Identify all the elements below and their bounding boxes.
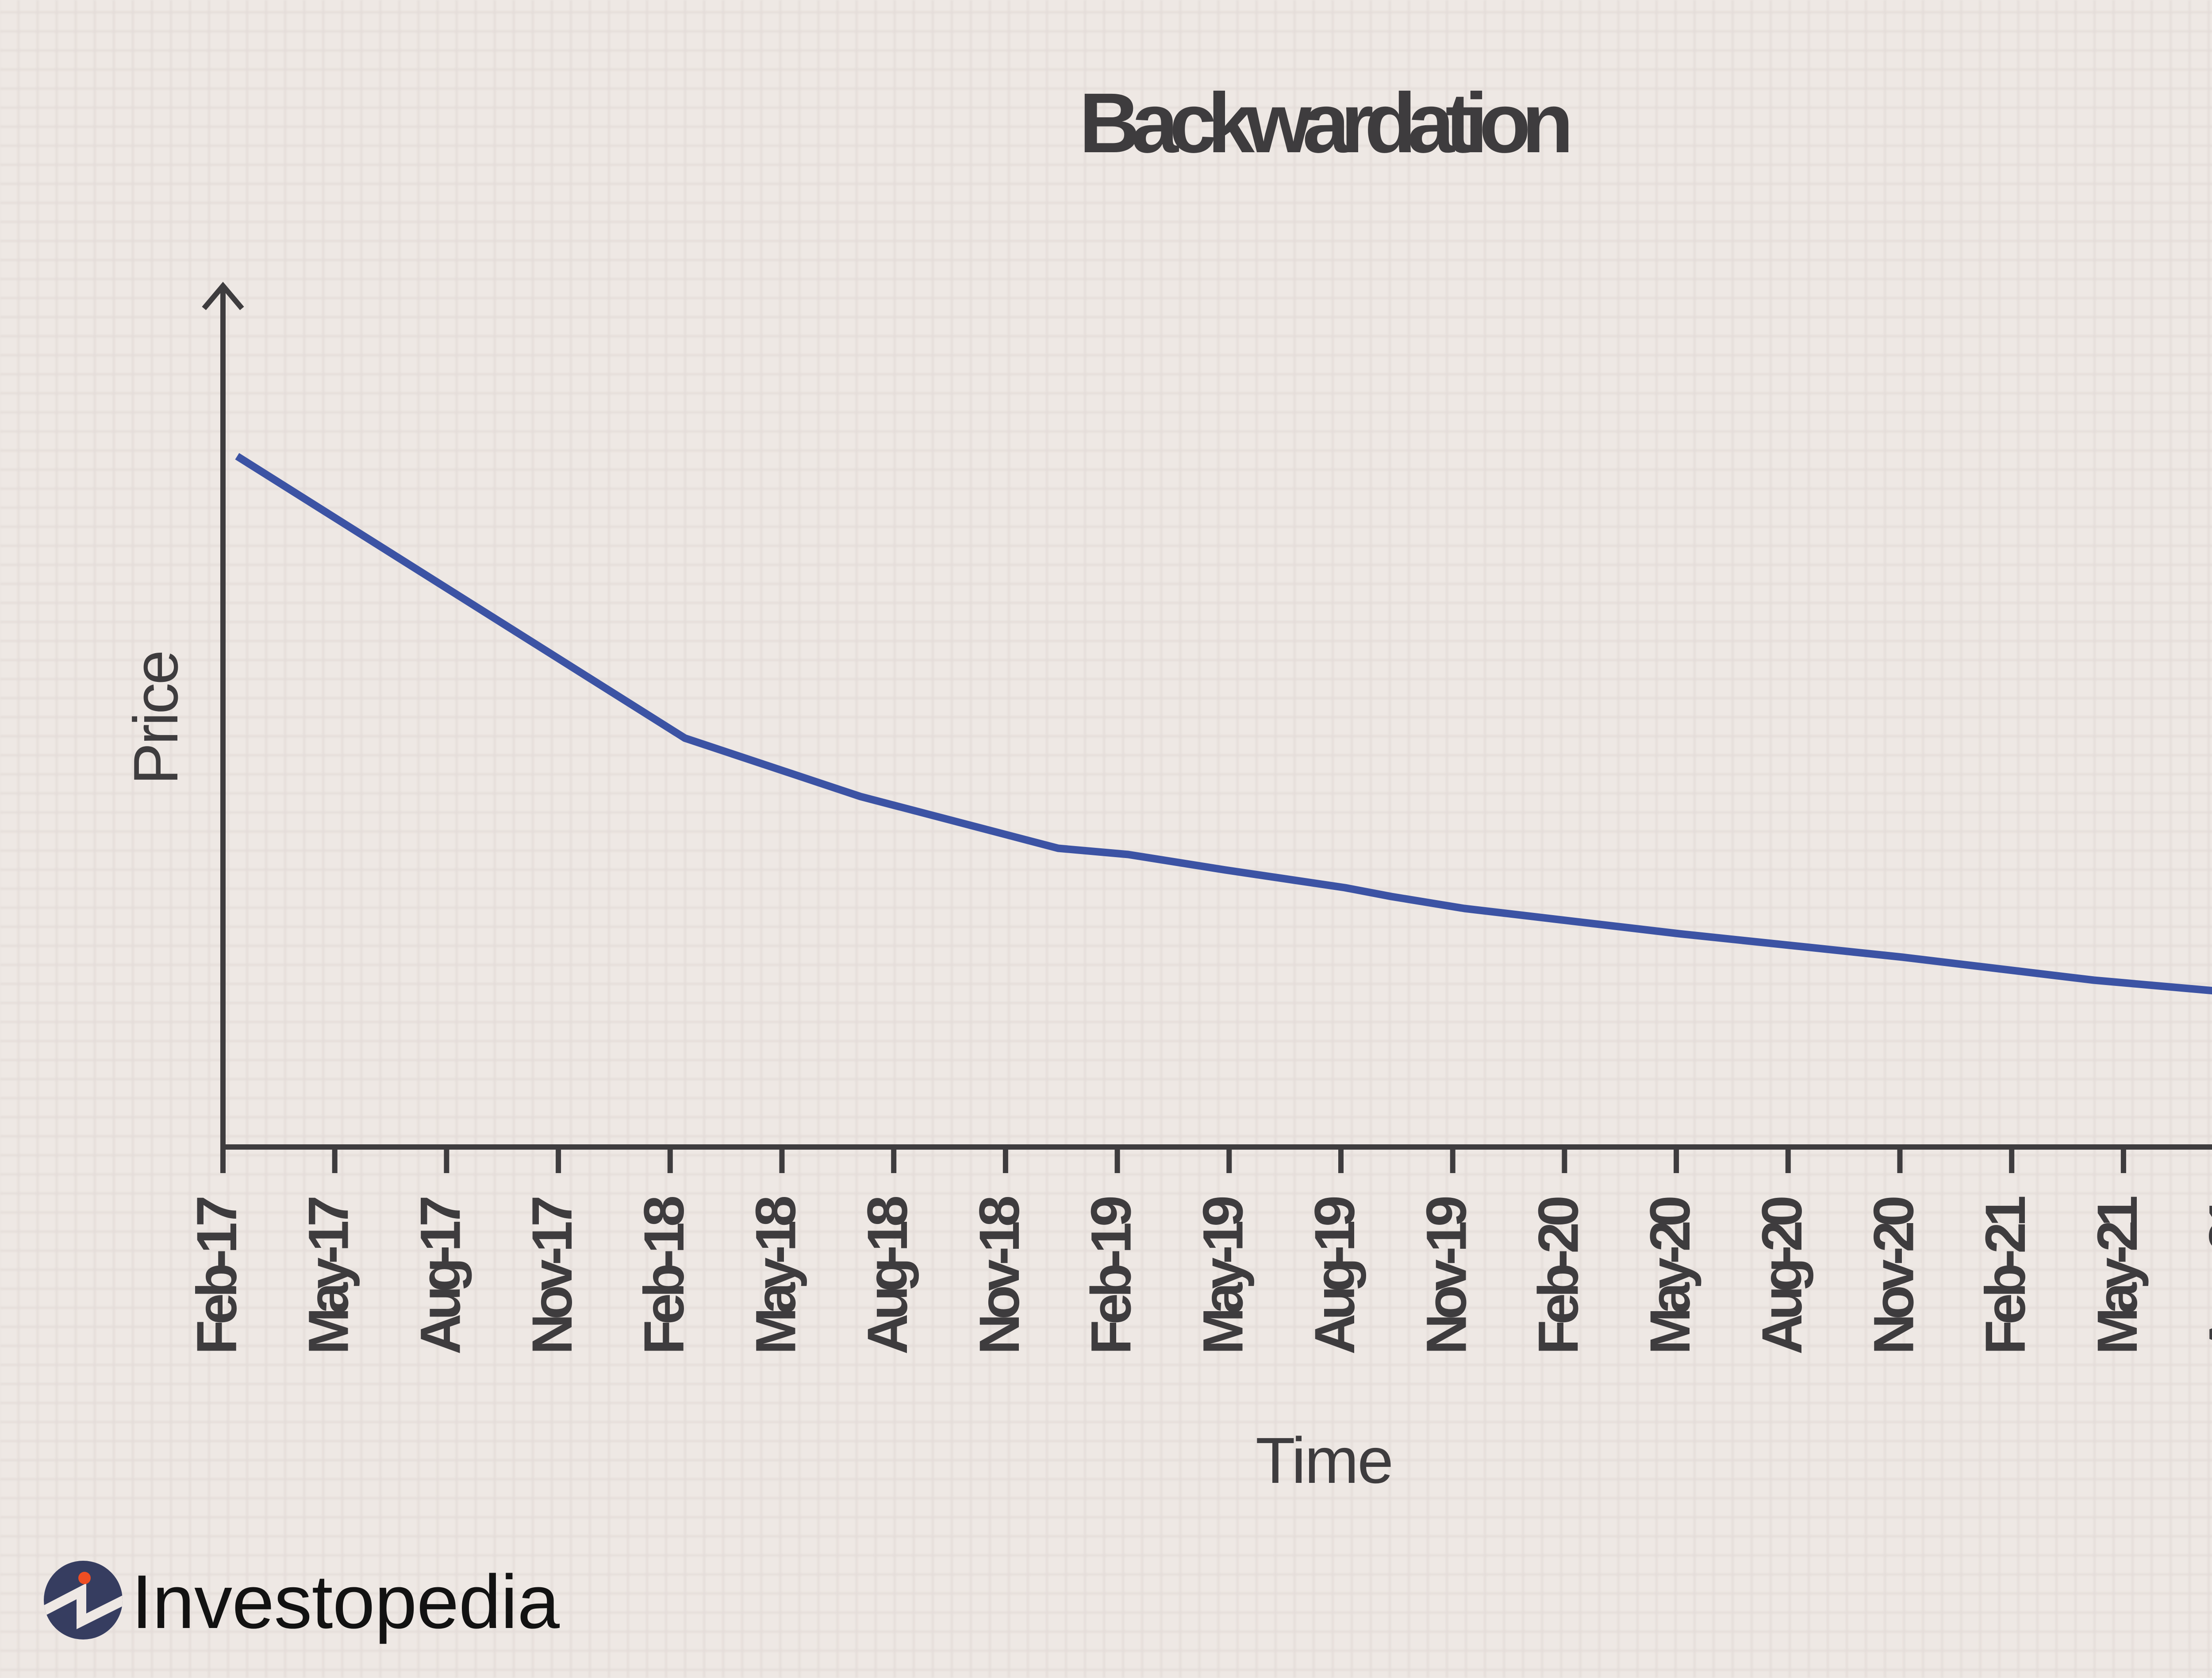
svg-text:May-19: May-19 <box>1191 1195 1255 1355</box>
svg-text:Aug-18: Aug-18 <box>856 1195 919 1355</box>
svg-text:Backwardation: Backwardation <box>1079 75 1574 170</box>
svg-text:Nov-18: Nov-18 <box>968 1195 1031 1355</box>
svg-text:Feb-18: Feb-18 <box>633 1195 696 1355</box>
svg-text:Feb-19: Feb-19 <box>1080 1195 1143 1355</box>
svg-text:Aug-17: Aug-17 <box>409 1195 472 1355</box>
svg-text:May-17: May-17 <box>297 1195 361 1355</box>
svg-text:Feb-17: Feb-17 <box>185 1195 249 1355</box>
svg-text:Investopedia: Investopedia <box>131 1559 560 1644</box>
svg-text:May-20: May-20 <box>1639 1195 1702 1355</box>
svg-text:Aug-21: Aug-21 <box>2198 1195 2212 1355</box>
svg-text:May-21: May-21 <box>2086 1195 2149 1355</box>
svg-text:Time: Time <box>1256 1424 1394 1497</box>
svg-text:Nov-19: Nov-19 <box>1415 1195 1479 1355</box>
svg-text:Aug-19: Aug-19 <box>1303 1195 1367 1355</box>
svg-text:Aug-20: Aug-20 <box>1751 1195 1814 1355</box>
svg-text:Nov-17: Nov-17 <box>521 1195 584 1355</box>
svg-text:Feb-20: Feb-20 <box>1527 1195 1590 1355</box>
svg-text:Feb-21: Feb-21 <box>1974 1195 2037 1355</box>
svg-text:Price: Price <box>121 650 191 785</box>
svg-text:May-18: May-18 <box>745 1195 808 1355</box>
svg-text:Nov-20: Nov-20 <box>1863 1195 1926 1355</box>
